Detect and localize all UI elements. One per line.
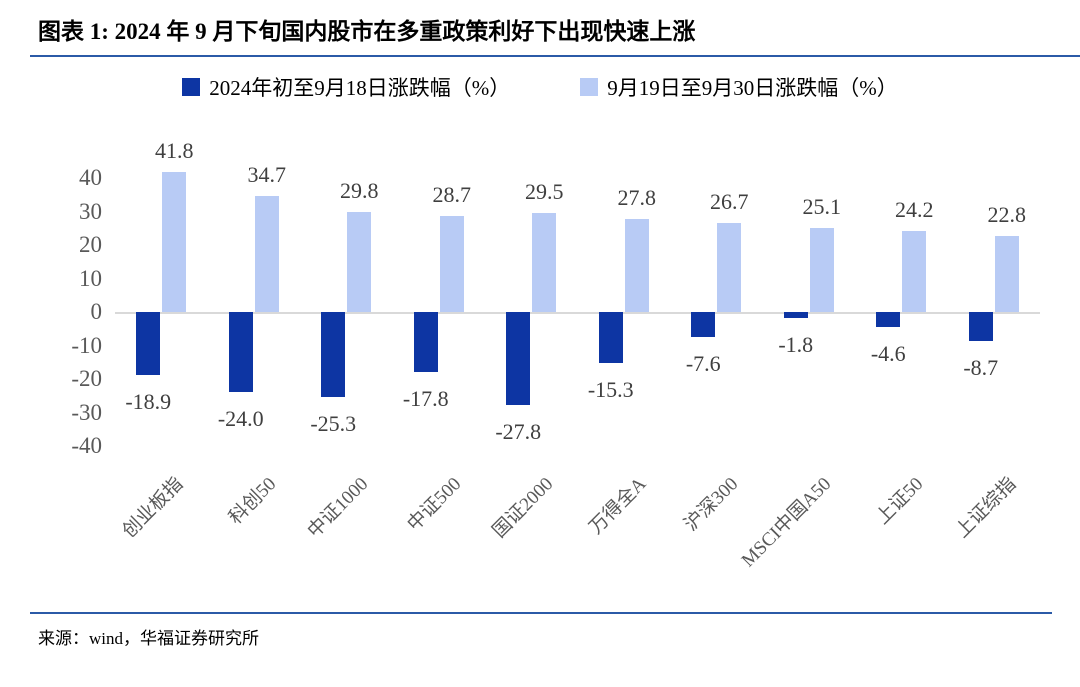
data-label-series1: -25.3 <box>310 410 357 436</box>
bar-series1 <box>413 312 438 372</box>
legend-swatch-series1 <box>182 78 201 96</box>
bar-series2 <box>254 195 279 312</box>
y-tick-label: 40 <box>79 165 102 190</box>
legend: 2024年初至9月18日涨跌幅（%） 9月19日至9月30日涨跌幅（%） <box>0 72 1080 102</box>
data-label-series2: 22.8 <box>987 201 1027 227</box>
data-label-series1: -24.0 <box>217 406 264 432</box>
y-tick-label: -30 <box>71 399 102 425</box>
data-label-series1: -8.7 <box>963 355 999 381</box>
data-label-series2: 41.8 <box>155 137 194 163</box>
bar-series2 <box>439 215 464 312</box>
y-tick-label: 10 <box>79 265 102 291</box>
data-label-series2: 34.7 <box>247 161 287 187</box>
data-label-series2: 28.7 <box>432 181 472 207</box>
y-tick-label: 20 <box>79 232 102 257</box>
zero-baseline <box>115 312 1040 314</box>
bar-series2 <box>902 230 927 312</box>
legend-swatch-series2 <box>580 78 599 96</box>
title-underline <box>30 55 1080 57</box>
bar-series1 <box>598 312 623 364</box>
y-tick-label: -20 <box>71 366 102 391</box>
data-label-series1: -18.9 <box>125 389 172 415</box>
data-label-series1: -27.8 <box>495 419 542 445</box>
bar-series1 <box>876 312 901 328</box>
legend-label-series2: 9月19日至9月30日涨跌幅（%） <box>607 76 898 100</box>
bar-series1 <box>321 312 346 397</box>
data-label-series2: 24.2 <box>895 196 934 222</box>
data-label-series2: 26.7 <box>710 188 749 214</box>
bar-series2 <box>532 213 557 312</box>
bar-series2 <box>162 171 187 312</box>
y-tick-label: -10 <box>71 332 102 358</box>
bar-series2 <box>809 227 834 312</box>
source-note: 来源：wind，华福证券研究所 <box>38 629 259 648</box>
data-label-series1: -7.6 <box>685 351 721 377</box>
data-label-series2: 27.8 <box>617 184 657 210</box>
data-label-series2: 29.5 <box>525 179 564 205</box>
data-label-series1: -4.6 <box>870 341 906 367</box>
y-tick-label: -40 <box>71 433 102 458</box>
data-label-series1: -1.8 <box>778 332 814 358</box>
data-label-series2: 25.1 <box>802 193 842 219</box>
bar-series1 <box>691 312 716 338</box>
footer-divider <box>30 612 1052 614</box>
legend-item-series2: 9月19日至9月30日涨跌幅（%） <box>580 72 898 102</box>
y-tick-label: 30 <box>79 198 102 224</box>
data-label-series2: 29.8 <box>340 178 379 204</box>
bar-series1 <box>228 312 253 393</box>
plot-area: 40 30 20 10 0 -10 -20 -30 -40 -18.9 41.8 创业板指 -24.0 3… <box>71 130 1040 571</box>
chart-title: 图表 1: 2024 年 9 月下旬国内股市在多重政策利好下出现快速上涨 <box>38 19 696 44</box>
data-label-series1: -15.3 <box>587 377 634 403</box>
bar-series1 <box>136 312 161 376</box>
y-tick-label: 0 <box>90 299 103 324</box>
legend-label-series1: 2024年初至9月18日涨跌幅（%） <box>209 76 511 100</box>
legend-item-series1: 2024年初至9月18日涨跌幅（%） <box>182 72 510 102</box>
bar-series2 <box>347 212 372 312</box>
bar-series2 <box>994 235 1019 312</box>
bar-series2 <box>717 222 742 312</box>
bar-series1 <box>968 312 993 342</box>
bar-series1 <box>783 312 808 319</box>
bar-series2 <box>624 218 649 312</box>
bar-series1 <box>506 312 531 406</box>
data-label-series1: -17.8 <box>402 385 449 411</box>
